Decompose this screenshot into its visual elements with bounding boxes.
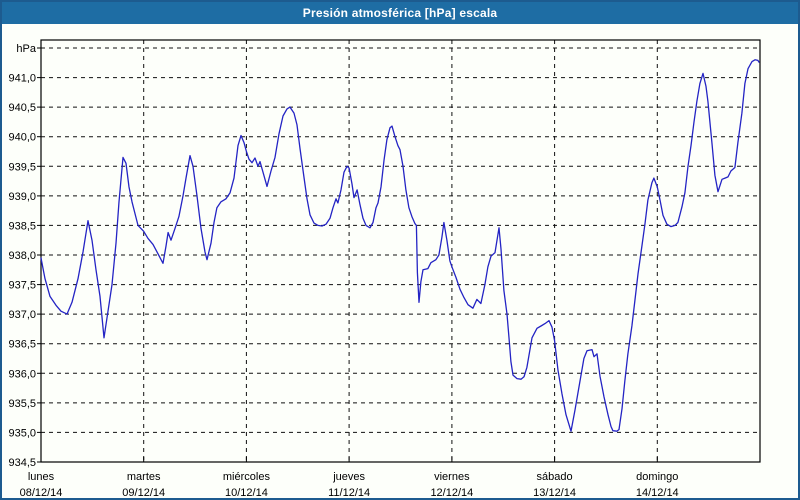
x-date-label: 10/12/14 xyxy=(225,487,268,498)
y-tick-label: 938,0 xyxy=(8,250,36,262)
y-tick-label: 939,5 xyxy=(8,161,36,173)
pressure-series-line xyxy=(40,59,760,432)
x-date-label: 12/12/14 xyxy=(430,487,473,498)
x-date-label: 14/12/14 xyxy=(636,487,679,498)
x-date-label: 13/12/14 xyxy=(533,487,576,498)
y-tick-label: 940,5 xyxy=(8,102,36,114)
y-tick-label: 935,0 xyxy=(8,427,36,439)
x-day-label: jueves xyxy=(332,471,365,483)
chart-area: hPa 941,0 940,5 940,0 939,5 939,0 938,5 938,0 93… xyxy=(2,24,798,498)
x-day-label: martes xyxy=(127,471,161,483)
y-axis-unit-label: hPa xyxy=(16,43,36,55)
y-tick-label: 936,5 xyxy=(8,339,36,351)
y-tick-label: 941,0 xyxy=(8,73,36,85)
plot-frame xyxy=(40,39,761,463)
x-day-label: viernes xyxy=(434,471,470,483)
x-day-label: domingo xyxy=(636,471,678,483)
y-tick-label: 936,0 xyxy=(8,368,36,380)
x-date-label: 08/12/14 xyxy=(20,487,63,498)
x-day-label: sábado xyxy=(537,471,573,483)
y-tick-label: 938,5 xyxy=(8,220,36,232)
y-tick-label: 940,0 xyxy=(8,132,36,144)
chart-title-bar: Presión atmosférica [hPa] escala xyxy=(2,2,798,24)
pressure-line-chart: hPa 941,0 940,5 940,0 939,5 939,0 938,5 938,0 93… xyxy=(8,39,761,498)
y-tick-label: 937,0 xyxy=(8,309,36,321)
y-tick-label: 934,5 xyxy=(8,457,36,469)
x-date-label: 09/12/14 xyxy=(122,487,165,498)
chart-title: Presión atmosférica [hPa] escala xyxy=(302,6,498,20)
x-day-label: miércoles xyxy=(223,471,271,483)
y-tick-label: 935,5 xyxy=(8,398,36,410)
x-date-label: 11/12/14 xyxy=(328,487,370,498)
y-tick-label: 937,5 xyxy=(8,280,36,292)
x-day-label: lunes xyxy=(28,471,55,483)
y-tick-label: 939,0 xyxy=(8,191,36,203)
